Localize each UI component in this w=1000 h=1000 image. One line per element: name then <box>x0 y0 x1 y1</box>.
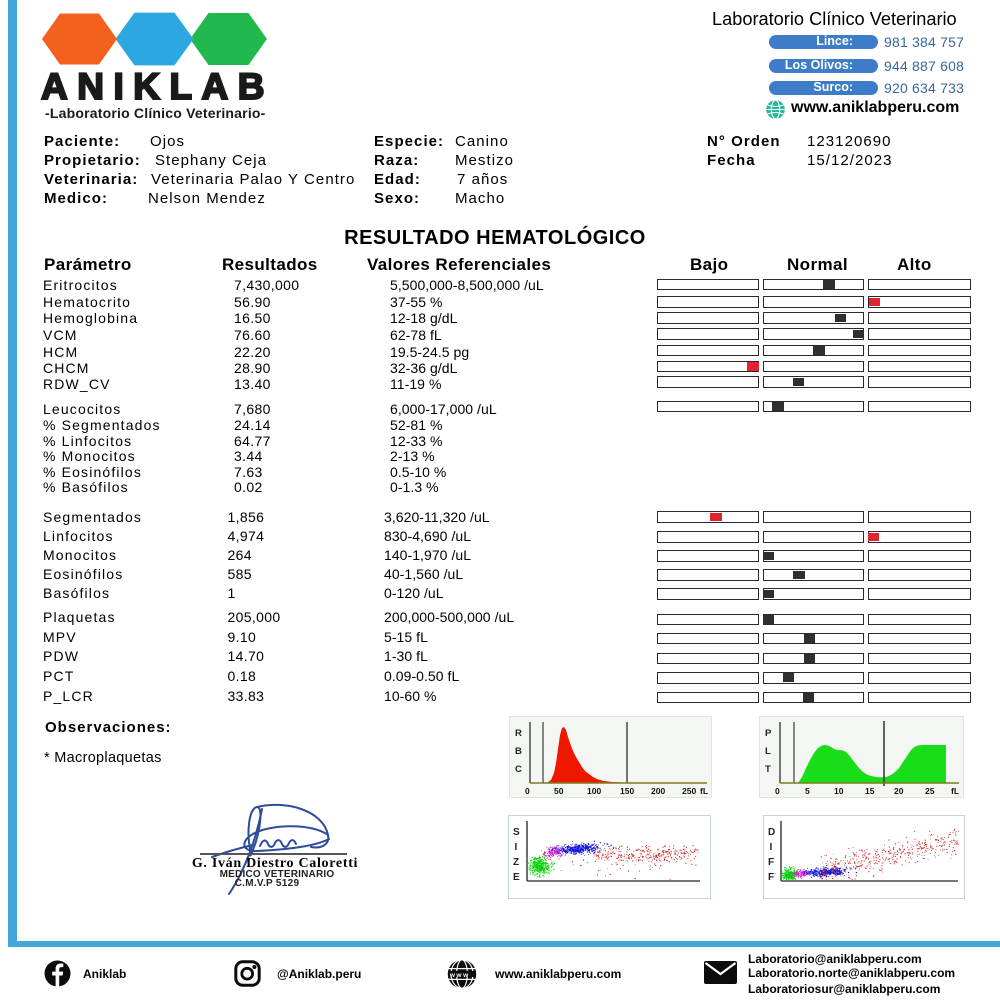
svg-text:10: 10 <box>834 786 844 796</box>
svg-text:0: 0 <box>525 786 530 796</box>
svg-text:F: F <box>768 872 774 883</box>
svg-text:B: B <box>515 746 522 757</box>
svg-text:I: I <box>770 842 773 853</box>
svg-text:I: I <box>515 842 518 853</box>
svg-text:5: 5 <box>805 786 810 796</box>
svg-text:T: T <box>765 764 771 775</box>
svg-text:www: www <box>449 972 470 979</box>
svg-text:L: L <box>765 746 771 757</box>
svg-text:150: 150 <box>620 786 634 796</box>
svg-text:F: F <box>768 857 774 868</box>
svg-text:250: 250 <box>682 786 696 796</box>
svg-text:R: R <box>515 728 522 739</box>
svg-text:fL: fL <box>700 786 708 796</box>
svg-text:C: C <box>515 764 522 775</box>
svg-text:D: D <box>768 827 775 838</box>
svg-text:S: S <box>513 827 520 838</box>
svg-text:0: 0 <box>775 786 780 796</box>
svg-text:P: P <box>765 728 772 739</box>
svg-text:200: 200 <box>651 786 665 796</box>
svg-text:E: E <box>513 872 520 883</box>
svg-text:25: 25 <box>925 786 935 796</box>
svg-text:20: 20 <box>894 786 904 796</box>
svg-text:fL: fL <box>951 786 959 796</box>
svg-text:15: 15 <box>865 786 875 796</box>
svg-text:50: 50 <box>554 786 564 796</box>
svg-text:100: 100 <box>587 786 601 796</box>
svg-text:Z: Z <box>513 857 519 868</box>
